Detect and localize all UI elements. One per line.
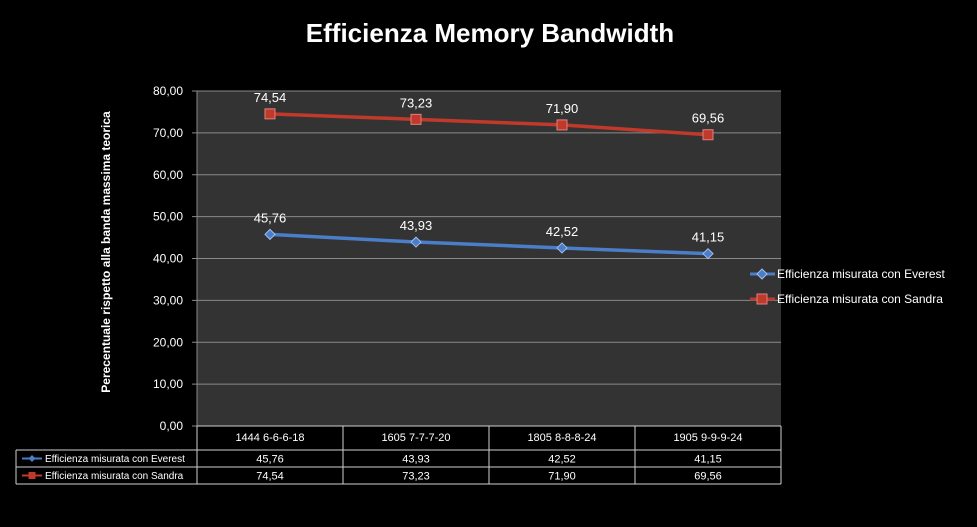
- y-tick-label: 60,00: [153, 168, 183, 182]
- table-cell: 73,23: [402, 471, 430, 483]
- table-legend-marker: [28, 472, 36, 479]
- data-label: 69,56: [692, 111, 725, 126]
- data-label: 73,23: [400, 95, 433, 110]
- table-series-name: Efficienza misurata con Sandra: [45, 471, 184, 482]
- series-point-0: [702, 247, 714, 260]
- table-cell: 42,52: [548, 454, 576, 466]
- data-table: 1444 6-6-6-18 1605 7-7-7-20 1805 8-8-8-24 1…: [15, 425, 782, 485]
- chart-title: Efficienza Memory Bandwidth: [306, 18, 674, 48]
- table-series-name: Efficienza misurata con Everest: [45, 454, 185, 465]
- x-category-label: 1444 6-6-6-18: [235, 432, 304, 444]
- x-category-label: 1905 9-9-9-24: [673, 432, 742, 444]
- y-tick-label: 80,00: [153, 84, 183, 98]
- table-cell: 45,76: [256, 454, 284, 466]
- table-cell: 74,54: [256, 471, 284, 483]
- table-cell: 69,56: [694, 471, 722, 483]
- y-tick-label: 20,00: [153, 335, 183, 349]
- y-tick-label: 10,00: [153, 377, 183, 391]
- table-cell: 41,15: [694, 454, 722, 466]
- legend-marker: [756, 268, 768, 280]
- y-axis-label: Perecentuale rispetto alla banda massima…: [99, 111, 113, 393]
- series-point-1: [556, 119, 568, 131]
- data-label: 41,15: [692, 230, 725, 245]
- y-tick-label: 0,00: [160, 419, 184, 433]
- x-category-label: 1605 7-7-7-20: [381, 432, 450, 444]
- series-line-1: [269, 112, 709, 137]
- table-cell: 43,93: [402, 454, 430, 466]
- data-label: 74,54: [254, 90, 287, 105]
- legend-entry: Efficienza misurata con Everest: [777, 267, 946, 281]
- legend-entry: Efficienza misurata con Sandra: [777, 292, 943, 306]
- y-tick-label: 50,00: [153, 210, 183, 224]
- series-point-0: [556, 242, 568, 254]
- series-layer: [264, 108, 714, 260]
- y-axis-ticks: 0,00 10,00 20,00 30,00 40,00 50,00 60,00 70,00 8…: [153, 84, 197, 433]
- series-point-1: [264, 108, 276, 120]
- series-point-1: [702, 129, 714, 141]
- data-label: 43,93: [400, 218, 433, 233]
- series-point-0: [410, 236, 422, 248]
- data-labels: 45,76 43,93 42,52 41,15 74,54 73,23 71,90 69,56: [254, 90, 725, 245]
- series-point-1: [410, 113, 422, 125]
- y-tick-label: 30,00: [153, 293, 183, 307]
- table-legend-marker: [28, 455, 36, 462]
- series-point-0: [264, 228, 276, 241]
- table-cell: 71,90: [548, 471, 576, 483]
- x-category-label: 1805 8-8-8-24: [527, 432, 596, 444]
- data-label: 71,90: [546, 101, 579, 116]
- y-tick-label: 70,00: [153, 126, 183, 140]
- series-line-0: [269, 232, 709, 256]
- data-label: 42,52: [546, 224, 579, 239]
- legend: Efficienza misurata con Everest Efficienz…: [750, 267, 946, 306]
- legend-marker: [756, 293, 768, 305]
- y-tick-label: 40,00: [153, 252, 183, 266]
- data-label: 45,76: [254, 210, 287, 225]
